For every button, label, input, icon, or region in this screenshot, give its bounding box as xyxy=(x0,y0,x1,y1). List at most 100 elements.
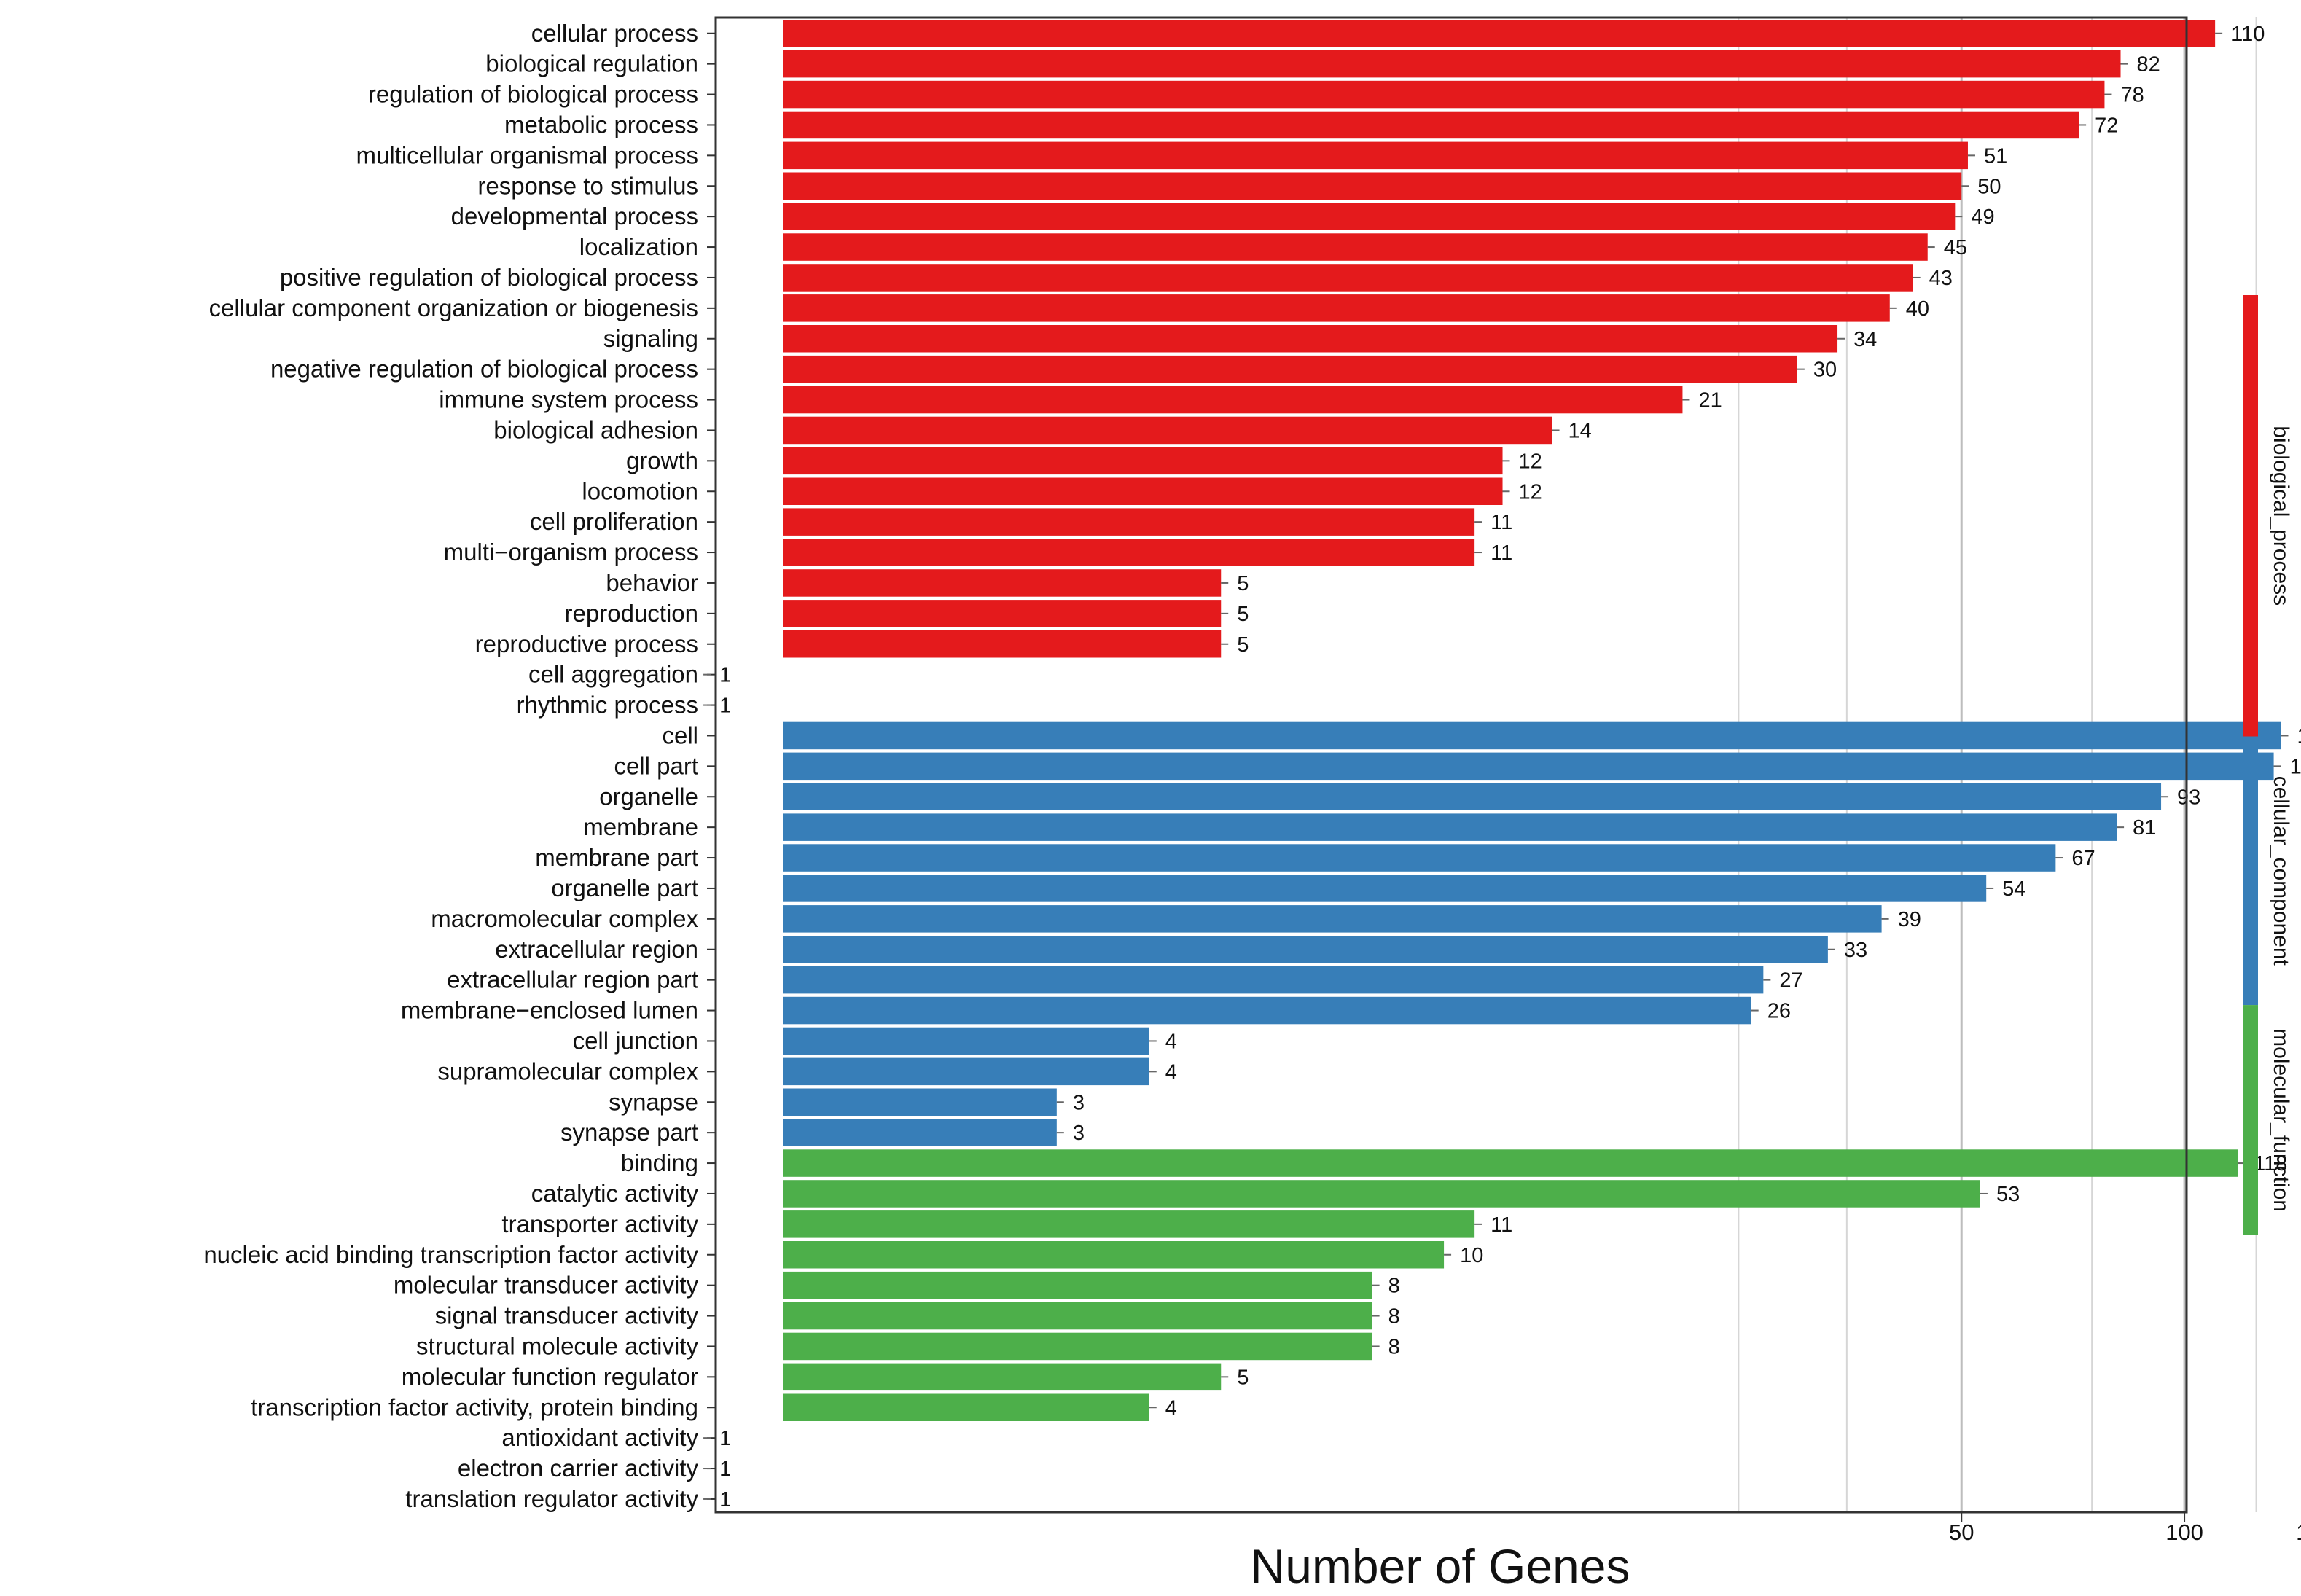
category-labels: cellular process biological regulation reg… xyxy=(203,20,716,1512)
bar xyxy=(783,355,1797,383)
value-label: 4 xyxy=(1165,1030,1177,1053)
bar xyxy=(783,50,2121,78)
value-label: 132 xyxy=(2290,755,2301,778)
bar xyxy=(783,539,1475,566)
value-label: 3 xyxy=(1073,1122,1085,1145)
category-label: structural molecule activity xyxy=(416,1332,698,1359)
bar xyxy=(783,508,1475,536)
group-strip-label: molecular_function xyxy=(2269,1028,2293,1212)
x-tick-label: 100 xyxy=(2165,1519,2203,1545)
value-label: 10 xyxy=(1460,1244,1483,1267)
bar xyxy=(783,1363,1222,1391)
category-label: cellular component organization or bioge… xyxy=(209,294,698,321)
category-label: signaling xyxy=(603,325,698,352)
category-label: localization xyxy=(579,233,698,260)
category-label: membrane−enclosed lumen xyxy=(401,997,698,1024)
bar xyxy=(783,905,1882,933)
value-label: 118 xyxy=(2254,1152,2287,1176)
value-label: 39 xyxy=(1898,908,1921,931)
bar xyxy=(783,264,1913,292)
category-label: molecular function regulator xyxy=(402,1363,698,1390)
category-label: cell xyxy=(662,721,698,748)
bar xyxy=(783,721,2281,750)
bar xyxy=(783,752,2274,781)
category-label: extracellular region part xyxy=(447,966,698,993)
group-strip-segment xyxy=(2243,1005,2258,1235)
bar xyxy=(783,477,1503,505)
category-label: extracellular region xyxy=(495,936,698,963)
value-label: 45 xyxy=(1944,236,1967,259)
bar xyxy=(783,416,1552,445)
category-label: metabolic process xyxy=(504,111,698,138)
category-label: synapse part xyxy=(560,1119,698,1146)
value-label: 1 xyxy=(719,664,731,687)
value-label: 11 xyxy=(1491,511,1512,534)
category-label: growth xyxy=(626,447,698,474)
category-label: macromolecular complex xyxy=(431,905,698,932)
value-label: 5 xyxy=(1237,572,1249,595)
bar xyxy=(783,996,1751,1025)
category-label: locomotion xyxy=(582,477,698,504)
bar xyxy=(783,783,2162,810)
value-label: 12 xyxy=(1519,480,1542,504)
value-label: 43 xyxy=(1929,267,1953,290)
category-label: positive regulation of biological proces… xyxy=(280,264,698,291)
value-label: 93 xyxy=(2177,786,2200,809)
category-label: synapse xyxy=(609,1088,698,1115)
bar xyxy=(783,1271,1372,1299)
bar xyxy=(783,294,1890,322)
bar xyxy=(783,1057,1149,1086)
value-label: 49 xyxy=(1971,206,1994,229)
category-label: organelle xyxy=(599,783,698,810)
category-label: reproductive process xyxy=(475,630,698,657)
category-label: supramolecular complex xyxy=(437,1057,698,1084)
bar xyxy=(783,1241,1445,1269)
bar xyxy=(783,1332,1372,1361)
value-labels: 1108278725150494543403430211412121111555… xyxy=(703,23,2301,1511)
bar xyxy=(783,875,1987,902)
category-label: developmental process xyxy=(451,203,698,230)
value-label: 40 xyxy=(1906,297,1929,321)
bar xyxy=(783,569,1222,597)
bar xyxy=(783,936,1828,963)
bar xyxy=(783,1088,1057,1116)
value-label: 51 xyxy=(1984,144,2007,168)
group-strip-label: cellular_component xyxy=(2269,776,2293,966)
bar xyxy=(783,447,1503,475)
value-label: 11 xyxy=(1491,1213,1512,1237)
plot-panel-border xyxy=(714,16,2188,1514)
x-tick-label: 50 xyxy=(1949,1519,1974,1545)
category-label: cell proliferation xyxy=(530,508,698,535)
bar xyxy=(783,386,1683,414)
bar xyxy=(783,966,1764,994)
value-label: 1 xyxy=(719,1488,731,1511)
value-label: 8 xyxy=(1388,1305,1400,1329)
category-label: transporter activity xyxy=(501,1210,698,1237)
value-label: 26 xyxy=(1767,1000,1791,1023)
category-label: immune system process xyxy=(439,386,698,413)
category-label: multi−organism process xyxy=(444,539,698,566)
group-strip-label: biological_process xyxy=(2269,426,2293,606)
value-label: 72 xyxy=(2095,114,2118,137)
category-label: membrane part xyxy=(535,844,698,871)
bar xyxy=(783,203,1956,230)
value-label: 1 xyxy=(719,1427,731,1450)
category-label: behavior xyxy=(606,569,698,596)
value-label: 5 xyxy=(1237,633,1249,657)
value-label: 11 xyxy=(1491,541,1512,565)
value-label: 14 xyxy=(1568,419,1592,442)
value-label: 78 xyxy=(2120,84,2144,107)
category-label: negative regulation of biological proces… xyxy=(270,356,698,383)
category-label: reproduction xyxy=(565,600,698,627)
group-strip-segment xyxy=(2243,295,2258,737)
category-label: molecular transducer activity xyxy=(394,1272,699,1299)
bar xyxy=(783,80,2105,109)
x-tick-label: 150 xyxy=(2296,1519,2301,1545)
category-label: catalytic activity xyxy=(531,1180,699,1207)
value-label: 4 xyxy=(1165,1396,1177,1420)
bar xyxy=(783,1210,1475,1238)
category-label: cell junction xyxy=(573,1027,698,1054)
value-label: 110 xyxy=(2231,23,2265,46)
bar xyxy=(783,1149,2238,1177)
